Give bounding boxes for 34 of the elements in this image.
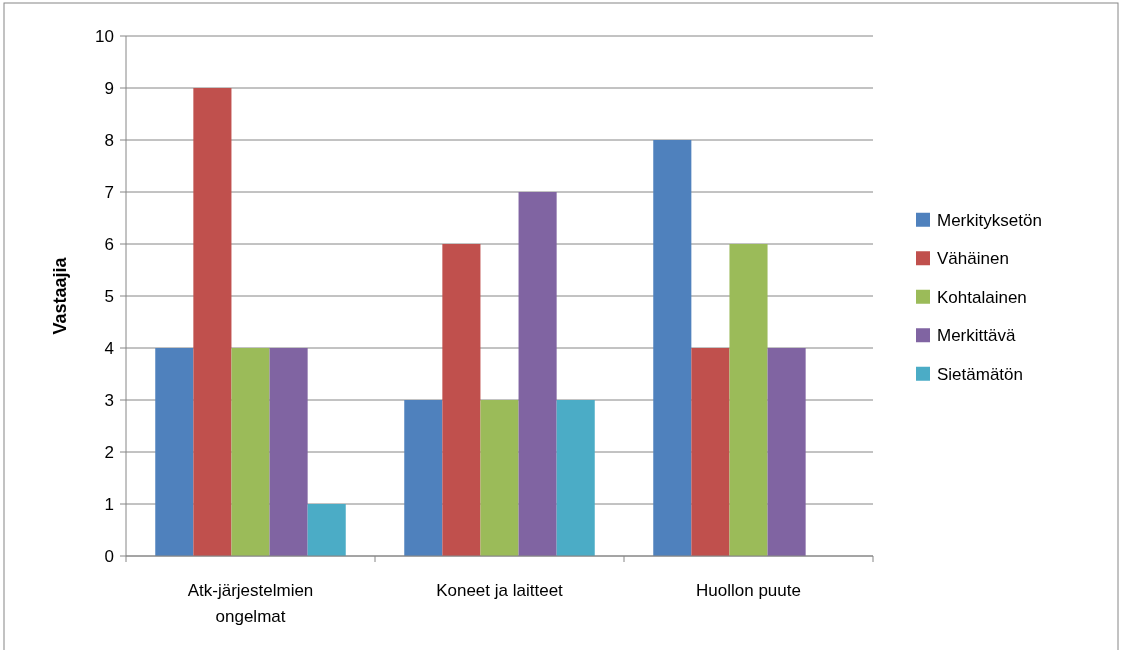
y-tick-label: 1: [104, 494, 114, 514]
y-tick-label: 3: [104, 390, 114, 410]
bar: [307, 504, 346, 556]
y-tick-label: 6: [104, 234, 114, 254]
x-tick-label: Koneet ja laitteet: [436, 581, 564, 600]
y-tick-label: 0: [104, 546, 114, 566]
legend-label: Sietämätön: [937, 364, 1023, 384]
x-tick-label: Huollon puute: [696, 581, 801, 600]
bar: [556, 400, 595, 556]
bar: [518, 192, 557, 556]
bar: [480, 400, 519, 556]
bar: [691, 348, 730, 556]
bar: [155, 348, 194, 556]
bar: [404, 400, 443, 556]
bar: [269, 348, 308, 556]
y-tick-label: 8: [104, 130, 114, 150]
legend-label: Merkittävä: [937, 326, 1016, 346]
y-tick-label: 2: [104, 442, 114, 462]
y-tick-label: 7: [104, 182, 114, 202]
legend-label: Merkityksetön: [937, 210, 1042, 230]
y-axis-title: Vastaajia: [50, 256, 70, 335]
y-tick-label: 4: [104, 338, 114, 358]
bar: [767, 348, 806, 556]
bar: [653, 140, 692, 556]
bar: [231, 348, 270, 556]
y-tick-label: 5: [104, 286, 114, 306]
bar: [193, 88, 232, 556]
bar: [729, 244, 768, 556]
y-tick-label: 9: [104, 78, 114, 98]
legend-label: Vähäinen: [937, 249, 1009, 269]
y-tick-label: 10: [95, 26, 114, 46]
bar: [442, 244, 481, 556]
legend-label: Kohtalainen: [937, 287, 1027, 307]
x-tick-label: Atk-järjestelmien ongelmat: [187, 581, 314, 626]
